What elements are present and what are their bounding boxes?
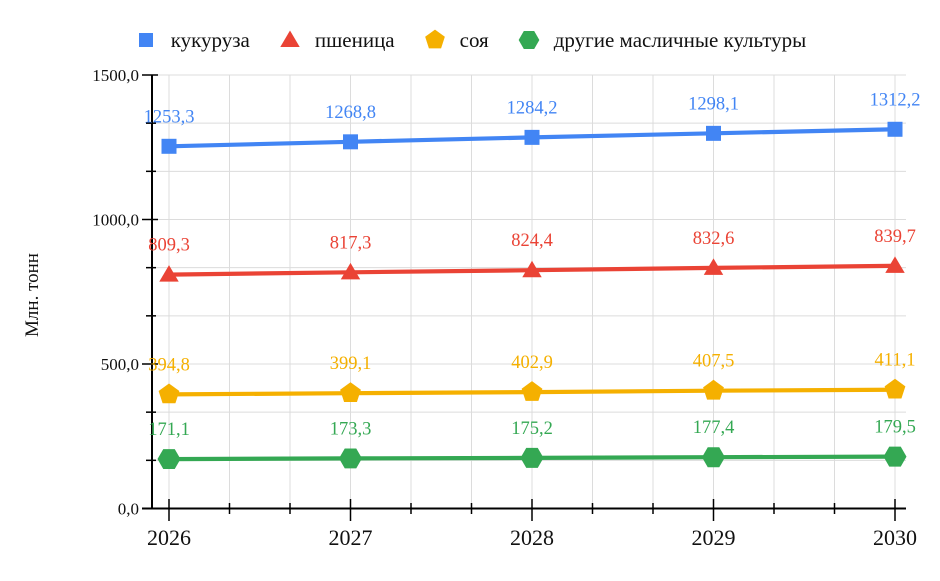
legend-item-4[interactable]: другие масличные культуры [517, 27, 807, 52]
data-label: 824,4 [511, 231, 553, 251]
x-tick-label: 2027 [329, 525, 373, 550]
pentagon-legend-icon [424, 29, 445, 49]
legend-label: соя [459, 27, 489, 52]
data-point-marker [158, 383, 180, 404]
x-tick-label: 2026 [147, 525, 191, 550]
data-point-marker [339, 448, 362, 469]
legend-label: пшеница [314, 27, 395, 52]
data-label: 832,6 [693, 229, 735, 249]
data-point-marker [706, 125, 721, 141]
data-point-marker [340, 382, 361, 402]
data-point-marker [521, 381, 543, 401]
data-label: 1284,2 [507, 98, 558, 118]
legend-item-2[interactable]: пшеница [278, 28, 395, 52]
data-point-marker [157, 449, 181, 470]
data-label: 817,3 [330, 233, 372, 253]
data-label: 394,8 [148, 355, 190, 375]
data-label: 1312,2 [870, 90, 921, 110]
x-tick-label: 2028 [510, 525, 554, 550]
data-label: 175,2 [511, 419, 553, 439]
legend-label: кукуруза [170, 27, 250, 52]
x-tick-label: 2030 [873, 525, 917, 550]
triangle-legend-icon [280, 30, 300, 48]
hexagon-legend-icon [518, 31, 540, 49]
data-point-marker [885, 256, 905, 273]
data-label: 809,3 [148, 236, 190, 256]
pentagon-icon [424, 29, 445, 49]
data-point-marker [524, 129, 540, 145]
y-tick-label: 1500,0 [92, 66, 139, 85]
data-label: 411,1 [875, 351, 916, 371]
square-legend-icon [138, 33, 153, 47]
data-label: 1268,8 [325, 103, 376, 123]
legend-item-1[interactable]: кукуруза [134, 28, 250, 52]
data-point-marker [887, 121, 903, 137]
legend-item-3[interactable]: соя [423, 28, 489, 52]
triangle-icon [280, 30, 300, 48]
data-label: 1298,1 [688, 94, 739, 114]
data-label: 179,5 [874, 418, 916, 438]
data-point-marker [343, 134, 358, 150]
x-tick-label: 2029 [692, 525, 736, 550]
data-label: 171,1 [148, 420, 190, 440]
chart-legend: кукуруза пшеница соя другие масличные культ… [0, 22, 940, 58]
data-label: 1253,3 [144, 107, 195, 127]
data-label: 173,3 [330, 419, 372, 439]
data-label: 407,5 [693, 352, 735, 372]
data-label: 839,7 [874, 227, 916, 247]
y-tick-label: 0,0 [118, 500, 139, 519]
data-point-marker [522, 260, 542, 278]
legend-label: другие масличные культуры [553, 27, 807, 52]
data-point-marker [161, 138, 177, 154]
data-point-marker [884, 378, 906, 399]
data-label: 399,1 [330, 354, 372, 374]
data-point-marker [340, 262, 361, 280]
y-tick-label: 1000,0 [92, 211, 139, 230]
data-point-marker [703, 379, 724, 400]
data-point-marker [159, 265, 179, 282]
data-label: 177,4 [693, 418, 735, 438]
data-point-marker [703, 258, 724, 275]
hexagon-icon [518, 31, 540, 49]
data-label: 402,9 [511, 353, 553, 373]
data-point-marker [702, 447, 725, 468]
square-icon [138, 33, 153, 47]
data-point-marker [520, 447, 544, 468]
y-tick-label: 500,0 [101, 355, 139, 374]
data-point-marker [883, 446, 907, 467]
